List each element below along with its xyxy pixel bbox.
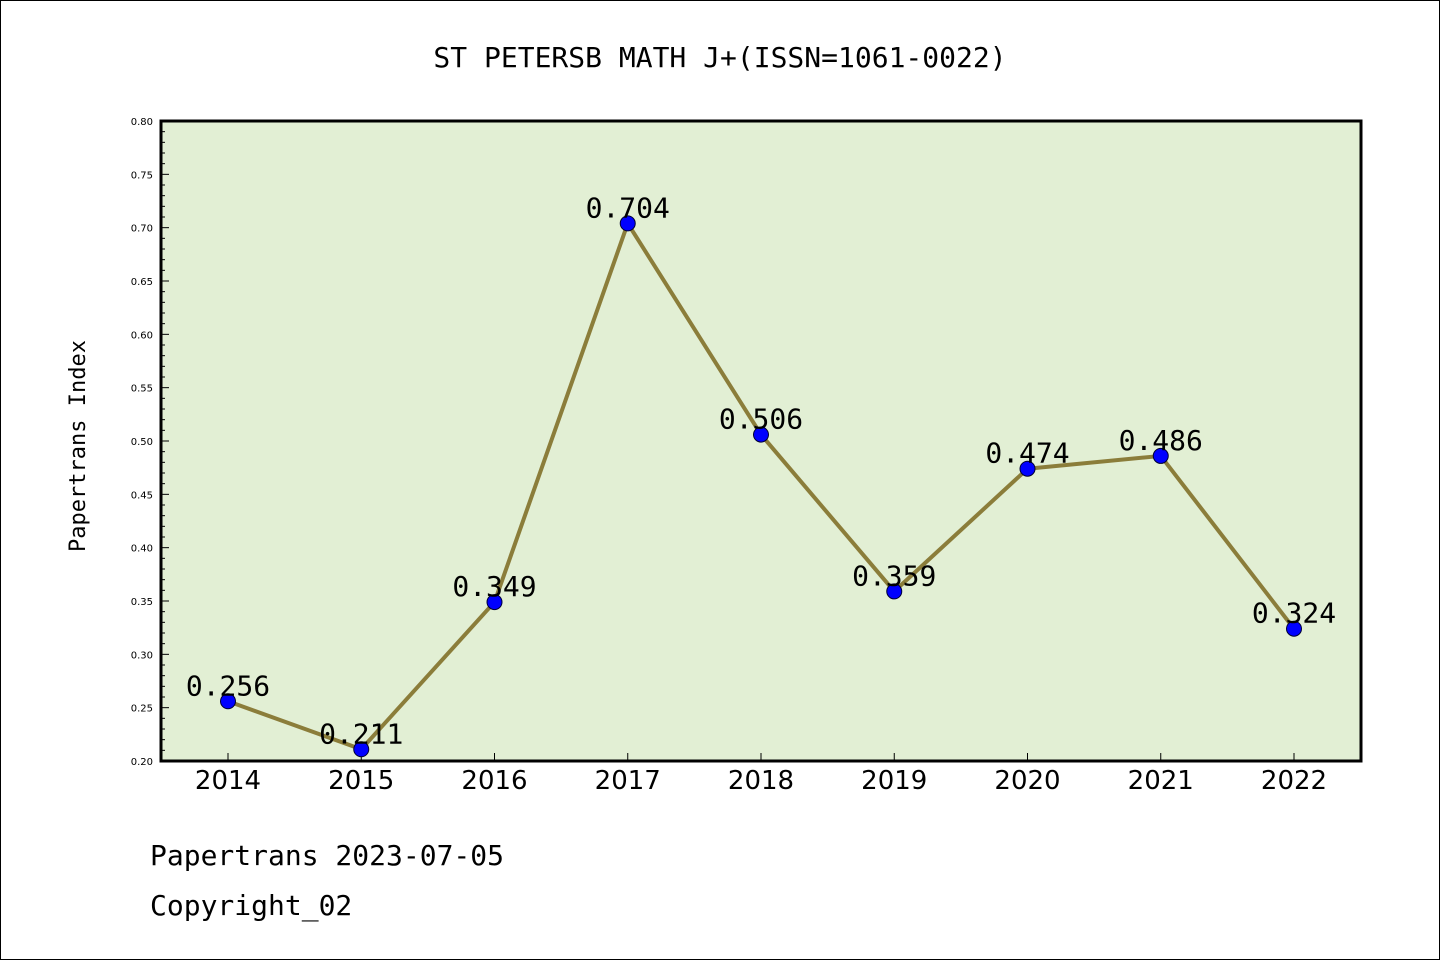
y-axis-label: Papertrans Index xyxy=(66,340,91,552)
y-tick-label: 0.20 xyxy=(131,757,153,768)
y-tick-label: 0.70 xyxy=(131,224,153,235)
y-tick-label: 0.30 xyxy=(131,650,153,661)
data-point-marker xyxy=(886,583,903,600)
footer-copyright-text: Copyright_02 xyxy=(150,889,352,923)
y-tick-label: 0.25 xyxy=(131,704,153,715)
x-tick-label: 2014 xyxy=(195,766,261,796)
x-tick-label: 2016 xyxy=(461,766,527,796)
data-value-label: 0.324 xyxy=(1252,597,1336,630)
data-markers xyxy=(220,215,1302,758)
x-tick-label: 2021 xyxy=(1128,766,1194,796)
data-value-label: 0.256 xyxy=(186,669,270,702)
data-value-label: 0.349 xyxy=(452,570,536,603)
y-tick-label: 0.45 xyxy=(131,490,153,501)
y-tick-label: 0.35 xyxy=(131,597,153,608)
data-point-marker xyxy=(1019,460,1036,477)
data-value-label: 0.506 xyxy=(719,403,803,436)
data-point-marker xyxy=(1152,447,1169,464)
data-point-marker xyxy=(486,594,503,611)
y-tick-label: 0.50 xyxy=(131,437,153,448)
data-value-label: 0.359 xyxy=(852,559,936,592)
footer-date-text: Papertrans 2023-07-05 xyxy=(150,839,504,872)
data-value-labels: 0.256 0.211 0.349 0.704 0.506 0.359 0.474 0.486… xyxy=(186,191,1336,750)
y-tick-label: 0.55 xyxy=(131,384,153,395)
data-point-marker xyxy=(1286,620,1302,637)
x-tick-label: 2019 xyxy=(861,766,927,796)
x-tick-label: 2020 xyxy=(994,766,1060,796)
data-point-marker xyxy=(220,693,236,710)
data-point-marker xyxy=(619,215,636,232)
y-tick-label: 0.80 xyxy=(131,117,153,128)
chart-title: ST PETERSB MATH J+(ISSN=1061-0022) xyxy=(433,41,1006,74)
x-axis-ticks: 2014 2015 2016 2017 2018 2019 2020 2021 2022 xyxy=(195,753,1327,796)
data-value-label: 0.704 xyxy=(586,191,670,224)
y-tick-label: 0.60 xyxy=(131,330,153,341)
data-value-label: 0.486 xyxy=(1119,424,1203,457)
data-value-label: 0.474 xyxy=(985,437,1069,470)
x-tick-label: 2015 xyxy=(328,766,394,796)
y-tick-label: 0.65 xyxy=(131,277,153,288)
data-point-marker xyxy=(753,426,769,443)
y-tick-label: 0.75 xyxy=(131,170,153,181)
x-tick-label: 2018 xyxy=(728,766,794,796)
plot-frame xyxy=(159,119,1363,763)
x-tick-label: 2022 xyxy=(1261,766,1327,796)
data-point-marker xyxy=(353,741,370,758)
x-tick-label: 2017 xyxy=(595,766,661,796)
y-tick-label: 0.40 xyxy=(131,544,153,555)
data-value-label: 0.211 xyxy=(319,717,403,750)
